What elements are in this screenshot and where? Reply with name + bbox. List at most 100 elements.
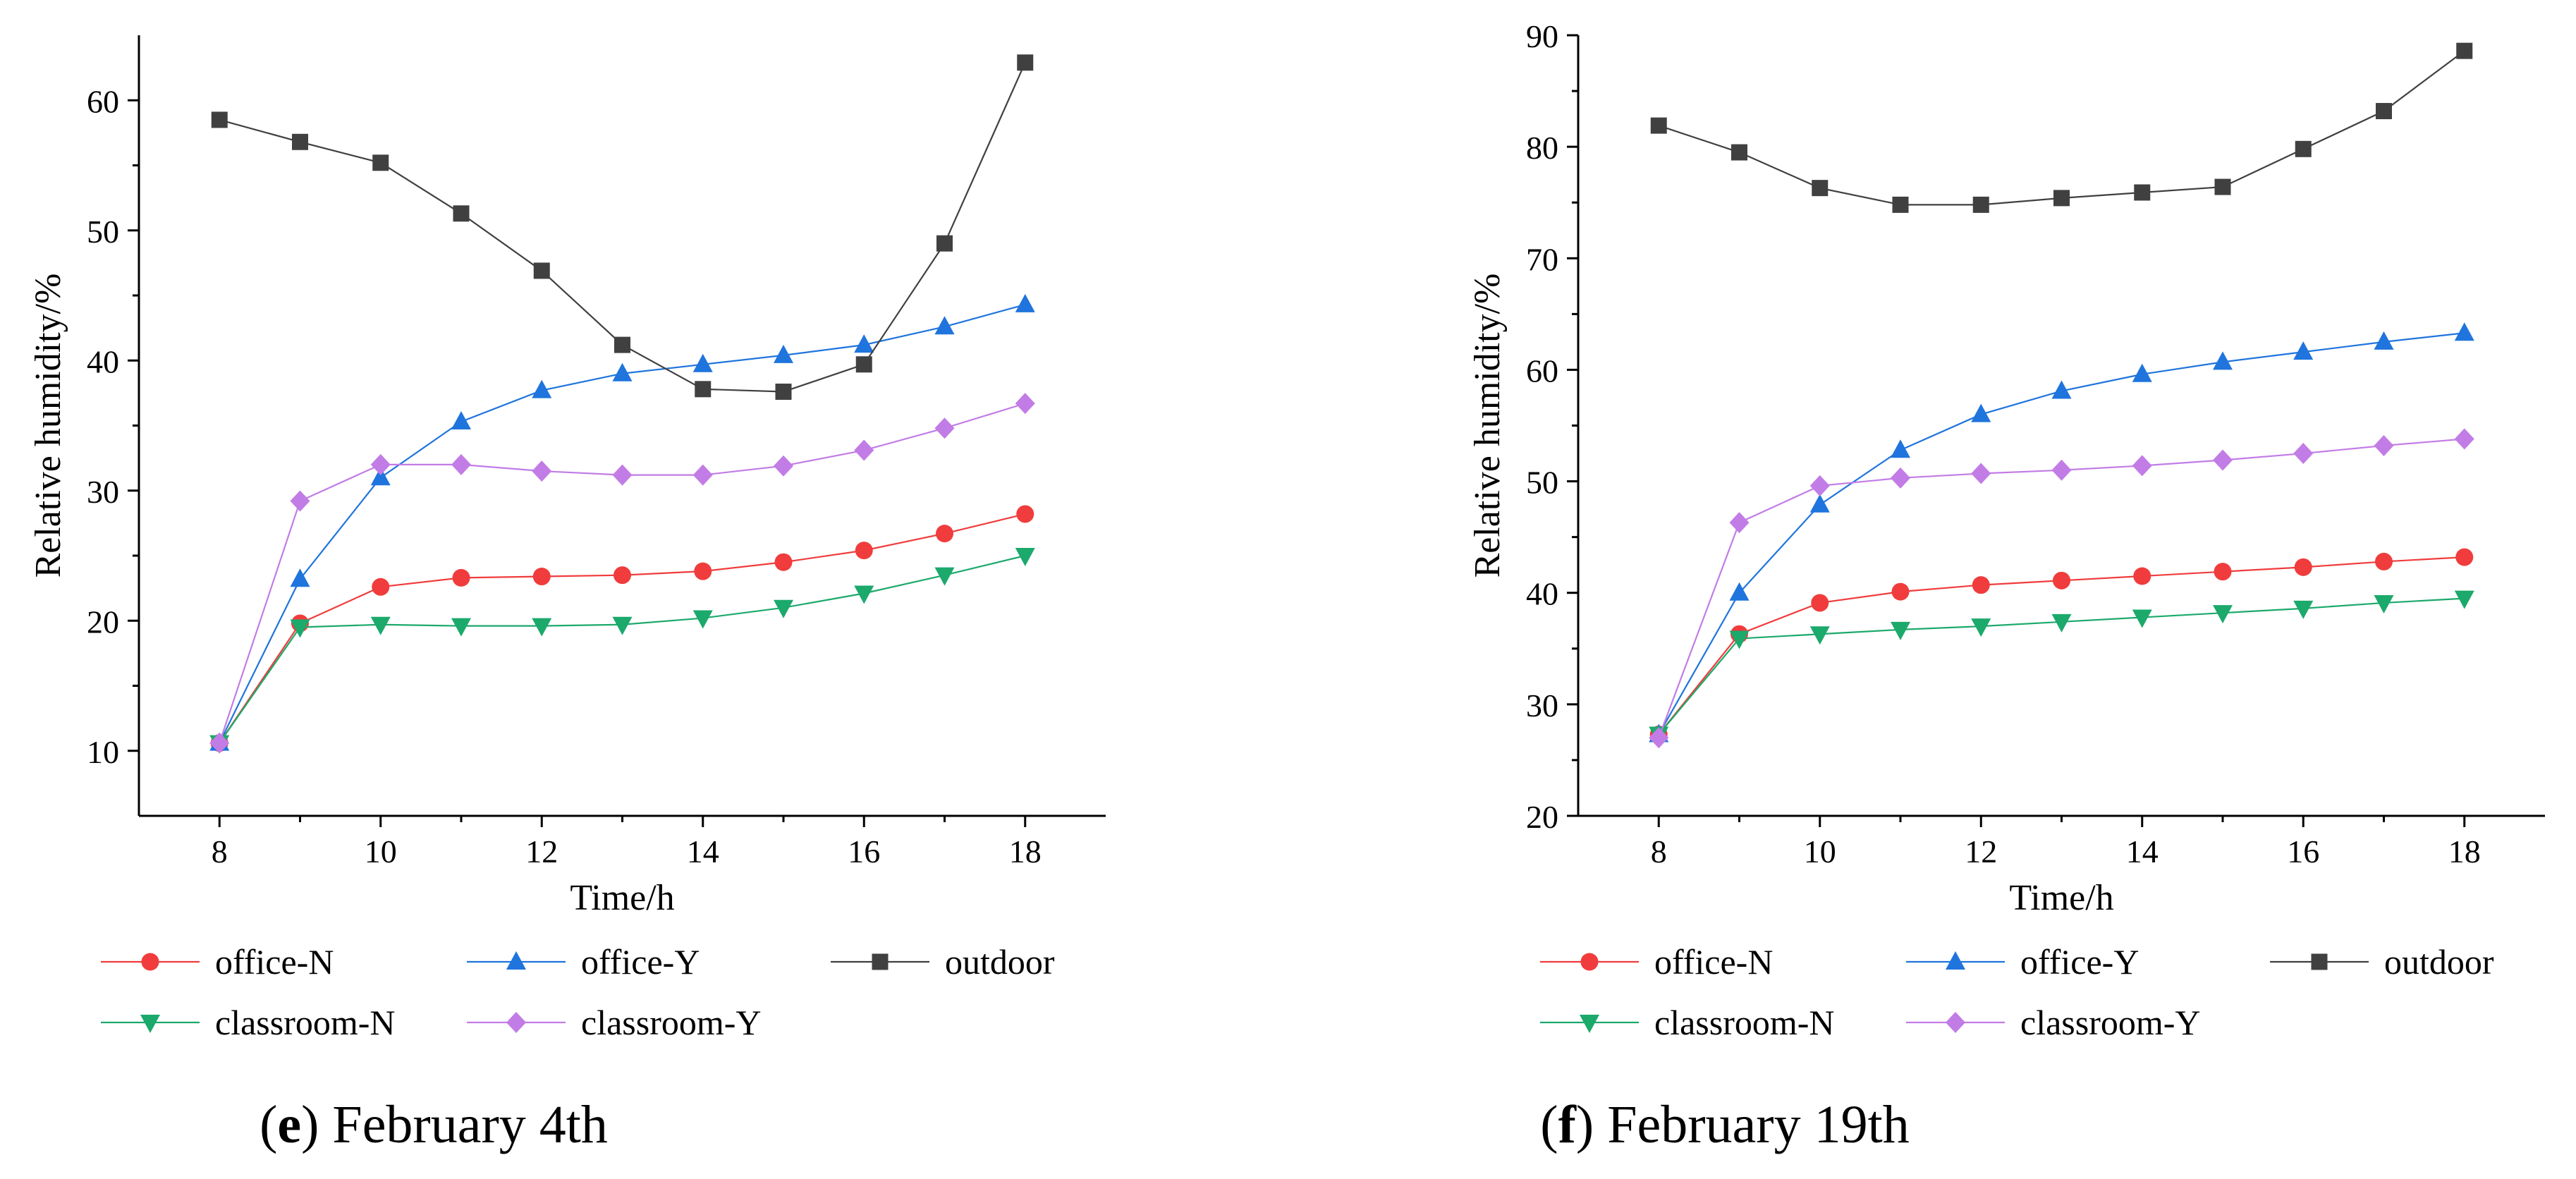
caption-letter: e	[277, 1095, 302, 1154]
data-point-outdoor	[2053, 190, 2070, 207]
x-axis-label: Time/h	[2009, 878, 2113, 918]
y-tick-label: 70	[1526, 241, 1558, 277]
data-point-office-Y	[854, 334, 874, 353]
y-axis-label: Relative humidity/%	[1467, 274, 1508, 578]
legend: office-N office-Y outdoor classroom-N classr…	[101, 942, 1055, 1042]
x-axis-label: Time/h	[570, 878, 674, 918]
caption-text: ) February 19th	[1575, 1095, 1910, 1154]
data-point-office-Y	[2213, 351, 2233, 370]
legend-marker	[140, 1015, 160, 1033]
data-point-classroom-N	[1809, 626, 1830, 645]
data-point-office-N	[372, 578, 390, 596]
caption-feb-4: (e) February 4th	[0, 1089, 871, 1160]
data-point-office-Y	[774, 344, 793, 363]
series-line-outdoor	[1658, 50, 2465, 206]
y-tick-label: 10	[87, 734, 119, 770]
data-point-office-Y	[2374, 331, 2394, 350]
legend-label: classroom-N	[1654, 1003, 1835, 1042]
x-tick-label: 14	[687, 833, 719, 869]
series-classroom-N	[1649, 590, 2474, 745]
data-point-classroom-N	[2132, 609, 2152, 628]
data-point-classroom-N	[2374, 594, 2394, 613]
data-point-outdoor	[1731, 144, 1747, 161]
chart-feb-19: 20 30 40 50 60 70 80 90 8 10 12 14 16 18 Time/h Relativ…	[1467, 18, 2545, 1042]
data-point-office-N	[2294, 558, 2312, 576]
data-point-outdoor	[2134, 184, 2151, 201]
x-tick-label: 12	[525, 833, 558, 869]
data-point-office-N	[2375, 552, 2393, 570]
caption-feb-19: (f) February 19th	[1291, 1089, 2159, 1160]
legend-label: outdoor	[945, 942, 1055, 982]
legend-marker	[506, 1012, 526, 1033]
data-point-classroom-Y	[854, 439, 874, 461]
legend-label: classroom-N	[215, 1003, 396, 1042]
series-classroom-Y	[209, 393, 1035, 754]
x-tick-label: 8	[1651, 833, 1667, 869]
data-point-office-Y	[1729, 582, 1750, 601]
legend-item-classroom-N: classroom-N	[101, 1003, 396, 1042]
data-point-office-N	[2455, 548, 2474, 566]
caption-letter: f	[1558, 1095, 1576, 1154]
data-point-classroom-N	[2213, 605, 2233, 624]
series-office-N	[210, 505, 1034, 752]
series-office-N	[1649, 548, 2474, 744]
data-point-office-N	[936, 525, 953, 543]
legend-marker	[1946, 951, 1965, 970]
data-point-outdoor	[695, 381, 712, 398]
data-point-outdoor	[1972, 196, 1989, 213]
legend-label: office-N	[1654, 942, 1773, 982]
legend-item-classroom-Y: classroom-Y	[1906, 1003, 2201, 1042]
legend-label: classroom-Y	[2020, 1003, 2201, 1042]
data-point-outdoor	[2295, 140, 2312, 157]
x-tick-label: 10	[1804, 833, 1836, 869]
data-point-classroom-N	[451, 618, 471, 637]
data-point-office-Y	[2454, 322, 2474, 341]
data-point-classroom-Y	[1729, 512, 1750, 534]
legend-label: office-N	[215, 942, 334, 982]
data-point-outdoor	[211, 111, 228, 128]
series-classroom-Y	[1649, 428, 2474, 749]
y-tick-label: 60	[1526, 353, 1558, 389]
data-point-outdoor	[1812, 180, 1829, 197]
data-point-office-Y	[532, 379, 552, 398]
data-point-outdoor	[614, 336, 630, 353]
data-point-outdoor	[855, 356, 872, 373]
chart-feb-4: 10 20 30 40 50 60 8 10 12 14 16 18 Time/h Relative hu…	[28, 35, 1106, 1042]
caption-text: ) February 4th	[301, 1095, 608, 1154]
y-axis-label: Relative humidity/%	[28, 274, 68, 578]
y-tick-label: 20	[87, 604, 119, 640]
data-point-office-N	[1811, 594, 1829, 612]
data-point-office-Y	[370, 467, 391, 486]
legend-item-classroom-N: classroom-N	[1540, 1003, 1835, 1042]
data-point-office-N	[614, 566, 631, 585]
data-point-outdoor	[775, 384, 792, 401]
data-point-classroom-Y	[934, 417, 955, 439]
data-point-classroom-Y	[2293, 443, 2314, 465]
legend-marker	[141, 953, 159, 971]
data-point-office-Y	[934, 316, 955, 335]
data-point-office-Y	[1971, 403, 1991, 422]
caption-open: (	[1540, 1095, 1558, 1154]
data-point-office-N	[1972, 576, 1990, 594]
legend: office-N office-Y outdoor classroom-N classr…	[1540, 942, 2494, 1042]
data-point-classroom-N	[2293, 600, 2314, 619]
data-point-classroom-N	[370, 616, 391, 635]
chart-panel-feb-4: 10 20 30 40 50 60 8 10 12 14 16 18 Time/h Relative hu…	[0, 35, 1106, 1160]
y-tick-label: 20	[1526, 799, 1558, 835]
legend-label: office-Y	[2020, 942, 2139, 982]
data-point-office-Y	[2132, 363, 2152, 382]
data-point-classroom-Y	[451, 453, 471, 475]
data-point-office-N	[452, 568, 470, 587]
data-point-outdoor	[533, 262, 550, 279]
data-point-classroom-Y	[2454, 428, 2474, 450]
x-tick-label: 18	[2448, 833, 2481, 869]
y-tick-label: 90	[1526, 18, 1558, 54]
data-point-office-Y	[2051, 380, 2072, 399]
legend-item-office-Y: office-Y	[467, 942, 700, 982]
series-outdoor	[211, 54, 1034, 401]
legend-marker	[1946, 1012, 1965, 1033]
data-point-classroom-N	[934, 567, 955, 586]
y-tick-label: 50	[1526, 465, 1558, 501]
legend-item-office-N: office-N	[1540, 942, 1773, 982]
y-tick-label: 80	[1526, 130, 1558, 166]
